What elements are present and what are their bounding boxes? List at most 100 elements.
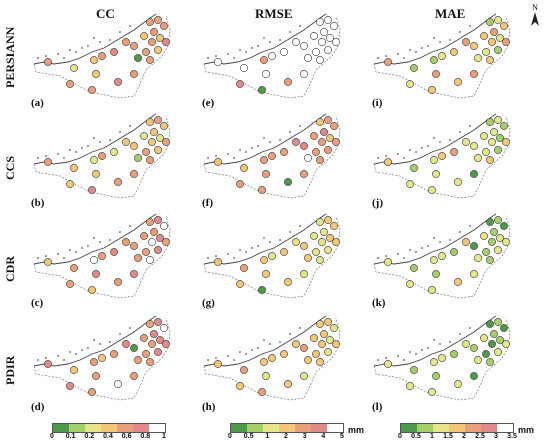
coastline — [373, 315, 497, 367]
station-marker — [496, 134, 504, 142]
island — [269, 241, 271, 243]
island — [227, 53, 229, 55]
legend-tick-label: 0.8 — [140, 433, 151, 440]
station-marker — [428, 186, 436, 194]
station-marker — [496, 336, 504, 344]
station-marker — [142, 248, 150, 256]
island — [459, 333, 461, 335]
station-marker — [330, 122, 338, 130]
island — [289, 333, 291, 335]
legend-swatch — [417, 424, 433, 432]
panel-label-a: (a) — [31, 97, 44, 109]
station-marker — [312, 248, 320, 256]
island — [251, 47, 253, 49]
station-marker — [260, 156, 268, 164]
island — [37, 57, 39, 59]
station-marker — [90, 256, 98, 264]
legend-swatch — [133, 424, 149, 432]
station-marker — [332, 38, 340, 46]
panel-label-l: (l) — [372, 401, 383, 413]
station-marker — [98, 252, 106, 260]
station-marker — [304, 54, 312, 62]
map-svg — [373, 315, 511, 401]
island — [385, 155, 387, 157]
station-marker — [330, 22, 338, 30]
station-marker — [150, 228, 158, 236]
station-marker — [316, 218, 324, 226]
island — [119, 131, 121, 133]
station-marker — [500, 122, 508, 130]
station-marker — [260, 358, 268, 366]
station-marker — [450, 148, 458, 156]
station-marker — [240, 366, 248, 374]
station-marker — [154, 16, 162, 24]
station-marker — [494, 216, 502, 224]
legend-rmse-unit: mm — [348, 425, 365, 435]
island — [279, 341, 281, 343]
coastline — [33, 213, 157, 265]
station-marker — [300, 42, 308, 50]
station-marker — [110, 148, 118, 156]
station-marker — [488, 138, 496, 146]
station-marker — [146, 56, 154, 64]
row-title-cdr: CDR — [3, 256, 17, 282]
station-marker — [494, 16, 502, 24]
legend-swatch — [101, 424, 117, 432]
station-marker — [324, 318, 332, 326]
island — [439, 343, 441, 345]
legend-tick-label: 0 — [50, 433, 54, 440]
station-marker — [90, 358, 98, 366]
station-marker — [156, 134, 164, 142]
column-title-mae: MAE — [435, 6, 466, 21]
legend-tick-label: 0.1 — [65, 433, 76, 440]
station-marker — [154, 348, 162, 356]
station-marker — [474, 254, 482, 262]
map-panel-mae-persiann — [370, 12, 515, 107]
legend-swatch — [263, 424, 279, 432]
island — [109, 239, 111, 241]
station-marker — [326, 234, 334, 242]
island — [81, 147, 83, 149]
station-marker — [486, 56, 494, 64]
island — [233, 257, 235, 259]
station-marker — [260, 256, 268, 264]
station-marker — [470, 142, 478, 150]
station-marker — [262, 270, 270, 278]
row-title-ccs: CCS — [3, 155, 17, 180]
station-marker — [320, 128, 328, 136]
station-marker — [146, 320, 154, 328]
station-marker — [494, 246, 502, 254]
island — [207, 257, 209, 259]
island — [397, 53, 399, 55]
station-marker — [44, 58, 52, 66]
station-marker — [430, 256, 438, 264]
station-marker — [240, 264, 248, 272]
island — [129, 125, 131, 127]
station-marker — [438, 52, 446, 60]
station-marker — [236, 382, 244, 390]
island — [251, 349, 253, 351]
station-marker — [438, 152, 446, 160]
map-svg — [203, 113, 341, 199]
station-marker — [70, 164, 78, 172]
island — [239, 351, 241, 353]
station-marker — [160, 122, 168, 130]
legend-swatch — [481, 424, 497, 432]
legend-rmse-bar — [230, 423, 344, 433]
island — [289, 31, 291, 33]
legend-swatch — [295, 424, 311, 432]
station-marker — [406, 280, 414, 288]
station-marker — [154, 216, 162, 224]
station-marker — [488, 238, 496, 246]
legend-tick-label: 0.4 — [103, 433, 113, 440]
station-marker — [114, 178, 122, 186]
station-marker — [160, 324, 168, 332]
legend-cc-bar — [52, 423, 166, 433]
legend-swatch — [231, 424, 247, 432]
island — [81, 47, 83, 49]
station-marker — [130, 270, 138, 278]
island — [263, 339, 265, 341]
station-marker — [98, 354, 106, 362]
station-marker — [454, 178, 462, 186]
island — [251, 247, 253, 249]
